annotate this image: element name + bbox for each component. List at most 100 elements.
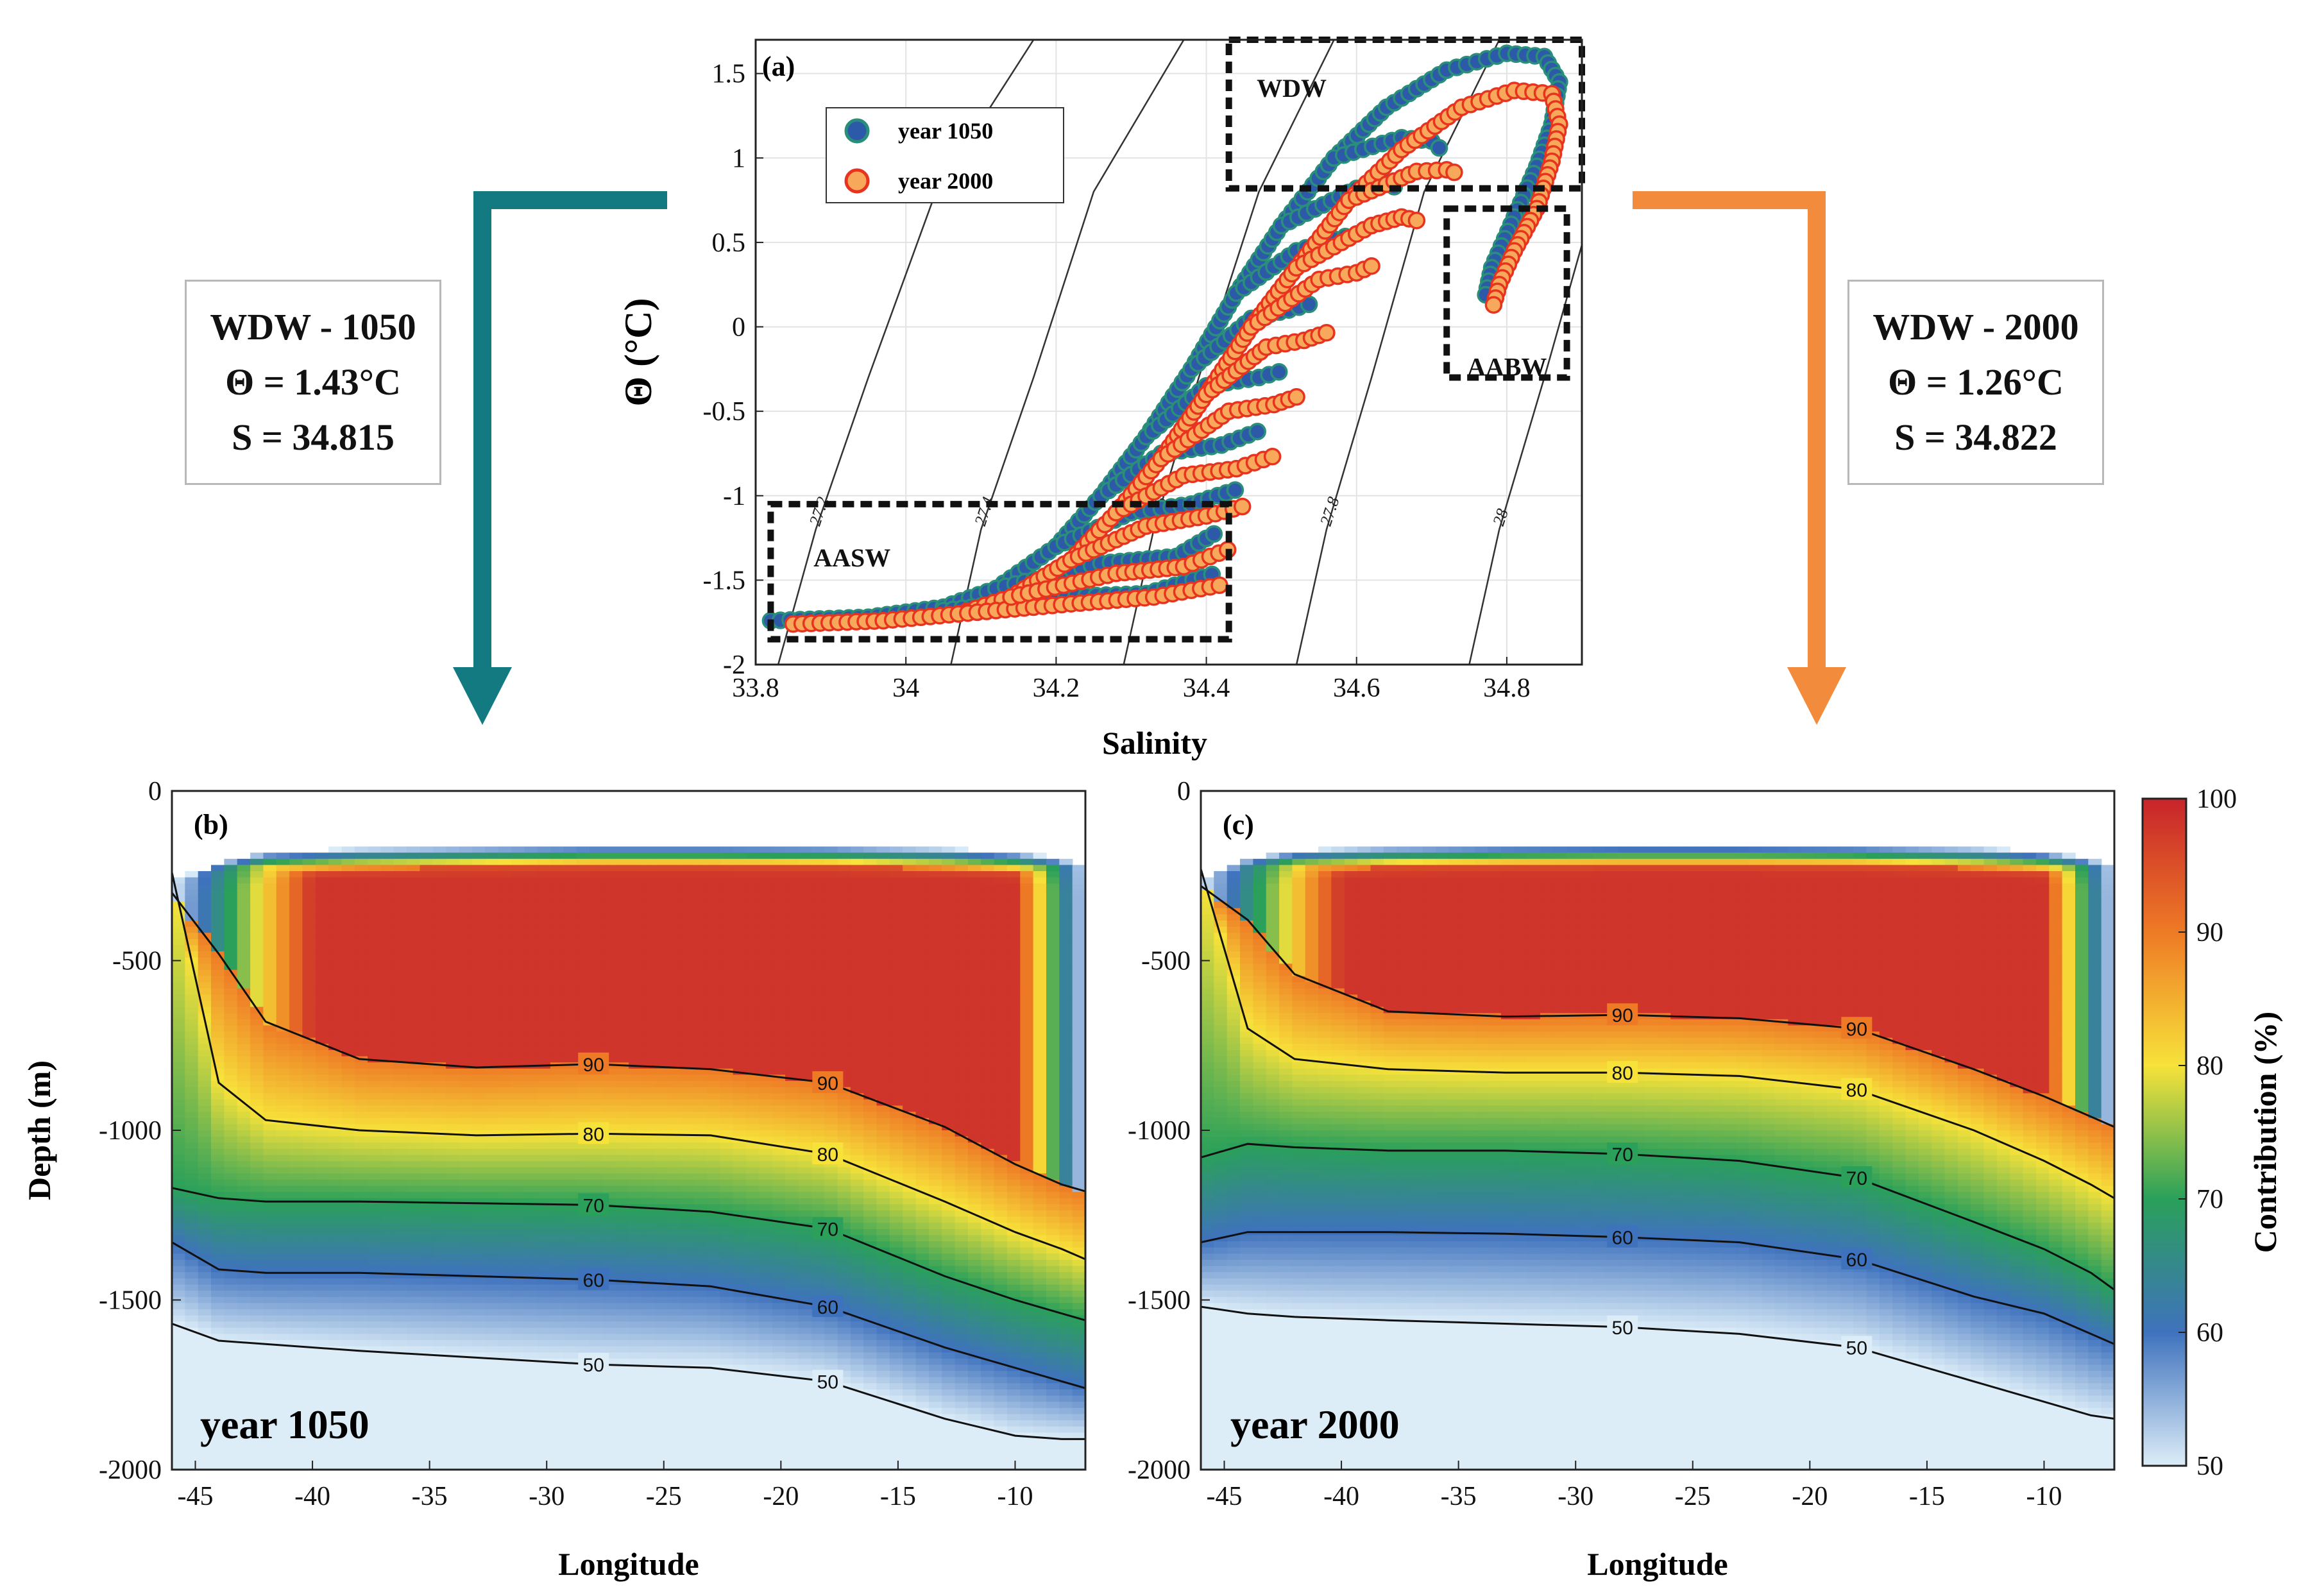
field-cell — [354, 914, 368, 921]
field-cell — [172, 1074, 186, 1082]
field-cell — [681, 1457, 695, 1464]
field-cell — [198, 1050, 212, 1057]
field-cell — [432, 1340, 446, 1347]
field-cell — [693, 1081, 708, 1088]
field-cell — [524, 1272, 538, 1279]
field-cell — [341, 846, 355, 853]
field-cell — [289, 1346, 303, 1353]
field-cell — [198, 1371, 212, 1378]
field-cell — [393, 1216, 407, 1224]
field-cell — [328, 976, 343, 983]
field-cell — [354, 1414, 368, 1421]
field-cell — [211, 1025, 225, 1032]
field-cell — [211, 1438, 225, 1446]
field-cell — [380, 1112, 395, 1119]
field-cell — [172, 1006, 186, 1014]
field-cell — [707, 1044, 721, 1051]
field-cell — [641, 1019, 656, 1026]
field-cell — [537, 1093, 551, 1100]
field-cell — [315, 1451, 329, 1458]
field-cell — [328, 921, 343, 928]
field-cell — [681, 1185, 695, 1193]
field-cell — [393, 1414, 407, 1421]
field-cell — [485, 1445, 499, 1452]
field-cell — [368, 1173, 382, 1180]
field-cell — [524, 1364, 538, 1371]
field-cell — [576, 1445, 590, 1452]
field-cell — [654, 853, 668, 860]
field-cell — [537, 871, 551, 878]
field-cell — [393, 945, 407, 952]
field-cell — [707, 902, 721, 909]
field-cell — [211, 1148, 225, 1156]
field-cell — [276, 1358, 290, 1366]
field-cell — [550, 1025, 564, 1032]
field-cell — [471, 1050, 486, 1057]
field-cell — [641, 926, 656, 933]
field-cell — [590, 1451, 604, 1458]
field-cell — [668, 1185, 682, 1193]
field-cell — [185, 1438, 199, 1446]
field-cell — [420, 1081, 434, 1088]
field-cell — [354, 1426, 368, 1434]
field-cell — [198, 1093, 212, 1100]
field-cell — [471, 921, 486, 928]
field-cell — [250, 926, 264, 933]
field-cell — [407, 1093, 421, 1100]
field-cell — [263, 976, 277, 983]
field-cell — [563, 1142, 577, 1150]
field-cell — [276, 982, 290, 989]
field-cell — [328, 1457, 343, 1464]
field-cell — [432, 964, 446, 971]
field-cell — [354, 1284, 368, 1291]
field-cell — [368, 1105, 382, 1112]
field-cell — [563, 1093, 577, 1100]
field-cell — [185, 964, 199, 971]
field-cell — [511, 1395, 525, 1402]
field-cell — [629, 908, 643, 915]
field-cell — [681, 1130, 695, 1137]
field-cell — [185, 1142, 199, 1150]
field-cell — [498, 846, 512, 853]
field-cell — [485, 1001, 499, 1008]
field-cell — [380, 908, 395, 915]
field-cell — [432, 1420, 446, 1427]
field-cell — [380, 1377, 395, 1384]
field-cell — [629, 1025, 643, 1032]
field-cell — [471, 865, 486, 872]
field-cell — [446, 1383, 460, 1390]
field-cell — [524, 1420, 538, 1427]
field-cell — [407, 982, 421, 989]
field-cell — [459, 1303, 473, 1310]
field-cell — [602, 1117, 616, 1125]
field-cell — [615, 1148, 629, 1156]
field-cell — [654, 1426, 668, 1434]
field-cell — [693, 1296, 708, 1304]
field-cell — [524, 1044, 538, 1051]
field-cell — [420, 1148, 434, 1156]
field-cell — [615, 1303, 629, 1310]
field-cell — [185, 1031, 199, 1039]
field-cell — [615, 1438, 629, 1446]
field-cell — [315, 1457, 329, 1464]
field-cell — [641, 1093, 656, 1100]
field-cell — [354, 1327, 368, 1335]
field-cell — [198, 982, 212, 989]
field-cell — [237, 1179, 251, 1187]
field-cell — [263, 1167, 277, 1175]
data-point — [1248, 422, 1266, 441]
field-cell — [602, 1321, 616, 1329]
field-cell — [250, 1272, 264, 1279]
field-cell — [537, 1395, 551, 1402]
field-cell — [590, 1235, 604, 1242]
field-cell — [172, 1148, 186, 1156]
field-cell — [668, 1420, 682, 1427]
field-cell — [368, 1377, 382, 1384]
field-cell — [498, 1198, 512, 1205]
field-cell — [276, 1093, 290, 1100]
field-cell — [420, 1099, 434, 1107]
field-cell — [537, 951, 551, 958]
field-cell — [629, 1198, 643, 1205]
field-cell — [668, 1142, 682, 1150]
field-cell — [432, 1247, 446, 1255]
